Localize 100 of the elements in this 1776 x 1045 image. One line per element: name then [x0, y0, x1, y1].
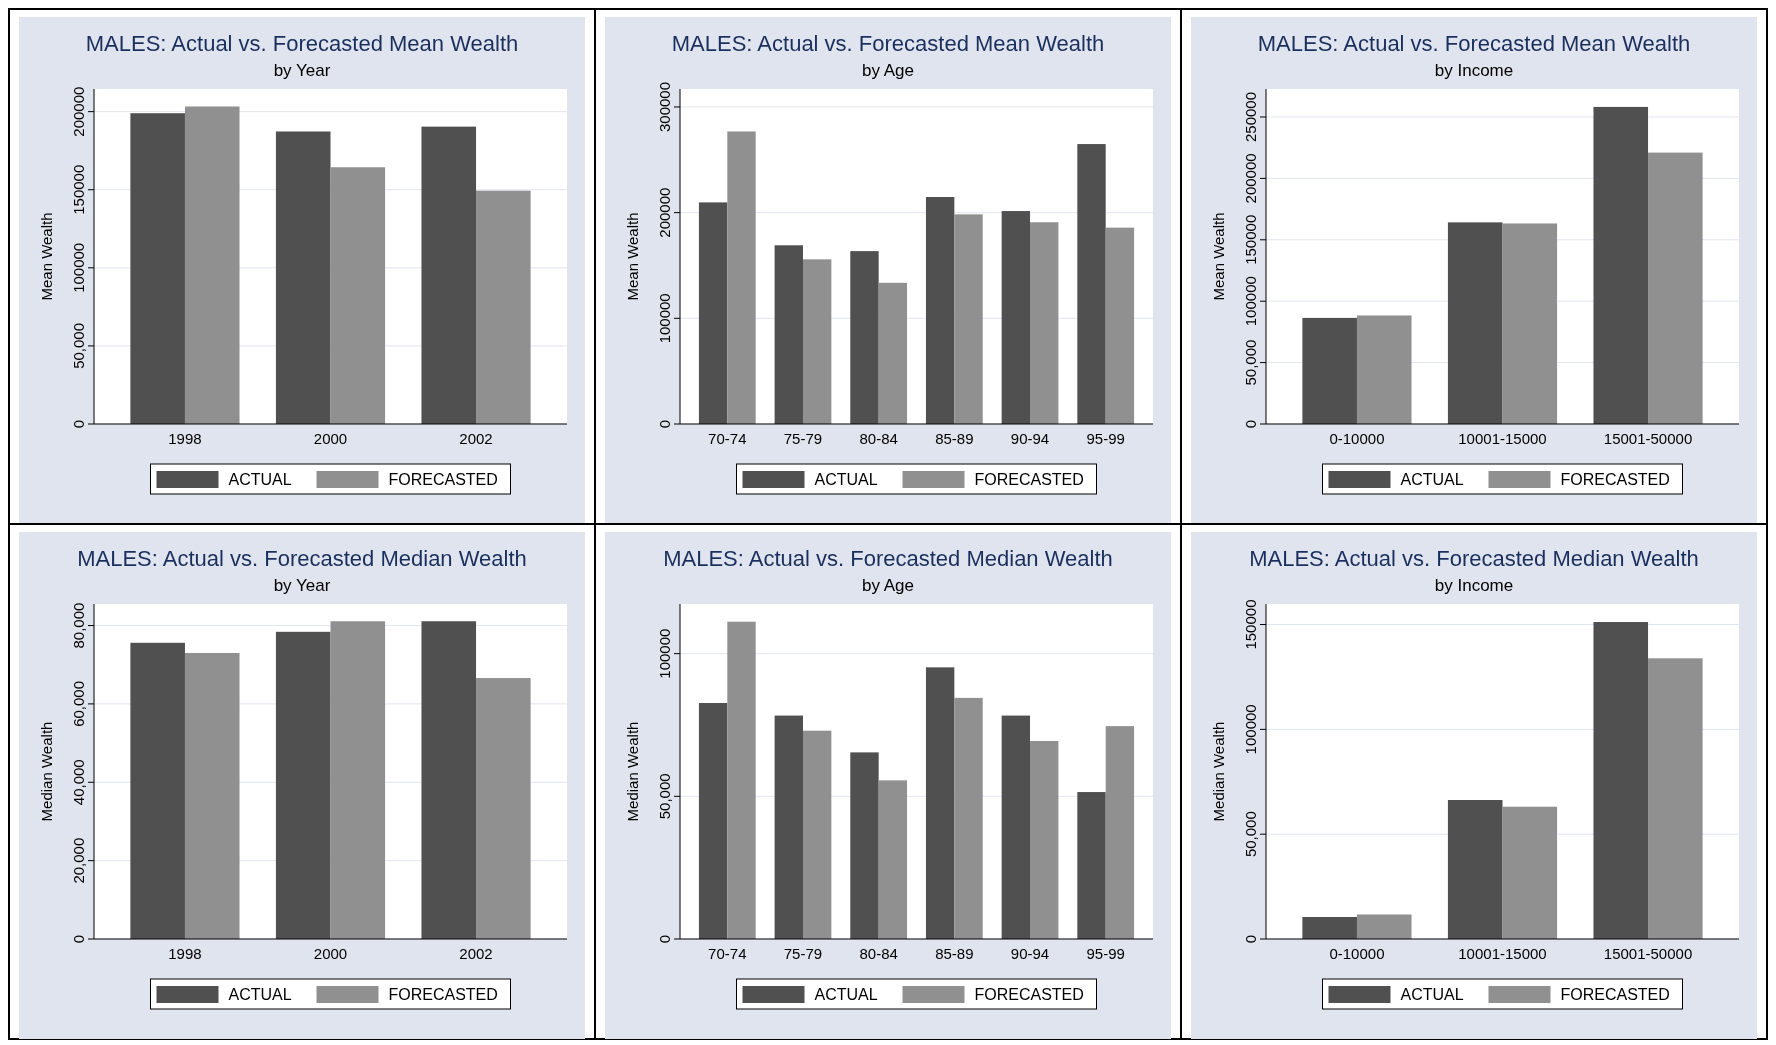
y-tick-label: 50,000: [1242, 811, 1259, 858]
chart-subtitle: by Age: [862, 576, 914, 595]
chart-subtitle: by Age: [862, 61, 914, 80]
bar: [727, 621, 756, 939]
y-tick-label: 60,000: [70, 680, 87, 727]
x-tick-label: 2000: [313, 430, 348, 447]
chart-subtitle: by Year: [273, 576, 331, 595]
bar: [774, 715, 803, 939]
bar: [878, 282, 908, 424]
bar: [698, 703, 728, 939]
bar: [1030, 222, 1059, 424]
y-axis-title: Median Wealth: [38, 721, 55, 822]
bar: [1356, 315, 1412, 424]
chart-subtitle: by Income: [1434, 576, 1514, 595]
bar: [421, 621, 477, 939]
legend-label: FORECASTED: [388, 986, 498, 1003]
bar: [802, 730, 832, 939]
y-axis-title: Median Wealth: [1210, 721, 1227, 822]
y-tick-label: 100000: [1242, 704, 1259, 755]
x-tick-label: 0-10000: [1329, 430, 1385, 447]
y-tick-label: 100000: [1242, 276, 1259, 327]
y-tick-label: 40,000: [70, 759, 87, 806]
bar: [1077, 144, 1106, 424]
y-tick-label: 100000: [656, 628, 673, 679]
y-axis-title: Mean Wealth: [624, 212, 641, 301]
bar: [925, 667, 955, 939]
bar: [1030, 740, 1059, 939]
legend-label: ACTUAL: [814, 986, 878, 1003]
legend-label: ACTUAL: [228, 986, 292, 1003]
legend-label: FORECASTED: [974, 471, 1084, 488]
bar: [275, 131, 331, 424]
y-tick-label: 80,000: [70, 602, 87, 649]
bar: [1648, 658, 1703, 939]
x-tick-label: 70-74: [708, 430, 747, 447]
bar: [1593, 106, 1649, 424]
x-tick-label: 2000: [313, 945, 348, 962]
legend-label: ACTUAL: [228, 471, 292, 488]
bar: [421, 126, 477, 424]
legend-label: ACTUAL: [1400, 986, 1464, 1003]
bar: [1302, 317, 1357, 424]
bar: [698, 202, 728, 424]
x-tick-label: 0-10000: [1329, 945, 1385, 962]
legend-label: FORECASTED: [974, 986, 1084, 1003]
bar: [1447, 800, 1503, 939]
chart-title: MALES: Actual vs. Forecasted Median Wealth: [77, 546, 527, 571]
y-tick-label: 150000: [70, 164, 87, 215]
chart-title: MALES: Actual vs. Forecasted Median Wealth: [663, 546, 1113, 571]
bar: [1302, 916, 1357, 939]
y-tick-label: 250000: [1242, 91, 1259, 143]
bar: [878, 780, 908, 939]
y-tick-label: 150000: [1242, 214, 1259, 265]
y-tick-label: 200000: [656, 187, 673, 238]
bar: [130, 642, 185, 939]
bar: [184, 106, 240, 424]
y-tick-label: 200000: [70, 86, 87, 137]
y-tick-label: 200000: [1242, 153, 1259, 204]
chart-subtitle: by Year: [273, 61, 331, 80]
bar: [476, 190, 531, 424]
x-tick-label: 85-89: [935, 945, 974, 962]
x-tick-label: 95-99: [1086, 945, 1125, 962]
y-axis-title: Mean Wealth: [1210, 212, 1227, 301]
y-tick-label: 150000: [1242, 599, 1259, 650]
bar: [275, 631, 331, 939]
chart-subtitle: by Income: [1434, 61, 1514, 80]
bar: [1001, 715, 1031, 939]
y-tick-label: 20,000: [70, 837, 87, 884]
x-tick-label: 10001-15000: [1458, 430, 1547, 447]
x-tick-label: 90-94: [1010, 430, 1050, 447]
y-tick-label: 0: [70, 934, 87, 944]
chart-title: MALES: Actual vs. Forecasted Mean Wealth: [1257, 31, 1691, 56]
x-tick-label: 15001-50000: [1603, 430, 1693, 447]
bar: [1502, 806, 1558, 939]
bar: [330, 167, 386, 424]
x-tick-label: 90-94: [1010, 945, 1050, 962]
bar: [802, 259, 832, 424]
y-axis-title: Median Wealth: [624, 721, 641, 822]
x-tick-label: 80-84: [859, 430, 898, 447]
chart-title: MALES: Actual vs. Forecasted Median Wealth: [1249, 546, 1699, 571]
legend-label: FORECASTED: [1560, 471, 1670, 488]
x-tick-label: 2002: [459, 430, 493, 447]
y-tick-label: 0: [656, 934, 673, 944]
bar: [1648, 152, 1703, 424]
chart-title: MALES: Actual vs. Forecasted Mean Wealth: [671, 31, 1105, 56]
x-tick-label: 85-89: [935, 430, 974, 447]
bar: [1105, 227, 1135, 424]
y-tick-label: 50,000: [70, 322, 87, 369]
bar: [1077, 792, 1106, 939]
bar: [184, 652, 240, 939]
x-tick-label: 80-84: [859, 945, 898, 962]
y-tick-label: 0: [656, 419, 673, 429]
bar: [1001, 211, 1031, 424]
bar: [954, 697, 983, 939]
y-tick-label: 100000: [656, 293, 673, 344]
bar: [330, 621, 386, 939]
y-tick-label: 50,000: [1242, 339, 1259, 386]
y-tick-label: 0: [1242, 419, 1259, 429]
y-tick-label: 300000: [656, 81, 673, 132]
x-tick-label: 70-74: [708, 945, 747, 962]
x-tick-label: 75-79: [783, 945, 823, 962]
x-tick-label: 95-99: [1086, 430, 1125, 447]
